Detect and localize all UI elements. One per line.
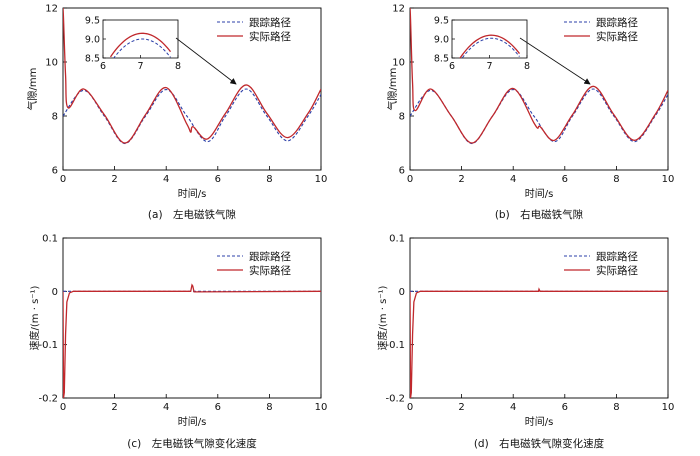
- inset-zoom: 6 7 8 8.5 9.0 9.5: [85, 16, 237, 85]
- x-tick-label: 10: [315, 174, 328, 185]
- panel-caption: (d) 右电磁铁气隙变化速度: [474, 437, 605, 450]
- y-tick-label: 10: [392, 58, 405, 69]
- y-tick-label: 8: [52, 112, 58, 123]
- chart-panel-b: 0 2 4 6 8 10 6 8 10 12 时间/s 气隙/mm (b) 右电磁铁气隙 跟踪路径实际路径…: [386, 4, 674, 222]
- inset-y-tick-label: 8.5: [434, 54, 449, 65]
- actual-path-line: [410, 8, 668, 144]
- x-tick-label: 2: [111, 402, 117, 413]
- x-tick-label: 6: [562, 174, 568, 185]
- tracking-path-line: [410, 88, 668, 145]
- x-tick-label: 6: [562, 402, 568, 413]
- y-tick-label: 0.1: [389, 234, 405, 245]
- y-tick-label: -0.2: [38, 394, 58, 405]
- y-tick-label: 6: [399, 166, 405, 177]
- inset-x-tick-label: 7: [137, 61, 143, 72]
- y-axis-label: 气隙/mm: [386, 68, 399, 111]
- inset-x-tick-label: 6: [449, 61, 455, 72]
- x-tick-label: 0: [60, 174, 66, 185]
- plot-frame: [409, 7, 669, 171]
- y-axis-label: 速度/(m · s⁻¹): [28, 285, 41, 350]
- y-tick-label: -0.1: [385, 340, 405, 351]
- x-tick-label: 8: [266, 402, 272, 413]
- legend-label-actual: 实际路径: [249, 264, 291, 277]
- x-tick-label: 6: [215, 402, 221, 413]
- y-tick-label: 6: [52, 166, 58, 177]
- y-tick-label: 12: [392, 4, 405, 15]
- x-tick-label: 8: [266, 174, 272, 185]
- legend-label-actual: 实际路径: [596, 30, 638, 43]
- panel-caption: (a) 左电磁铁气隙: [148, 208, 237, 221]
- inset-y-tick-label: 9.0: [434, 35, 449, 46]
- x-tick-label: 10: [315, 402, 328, 413]
- y-tick-label: 10: [45, 58, 58, 69]
- chart-panel-d: 0 2 4 6 8 10 -0.2 -0.1 0 0.1 时间/s 速度/(m · s⁻¹) (d) 右…: [376, 234, 674, 451]
- inset-x-tick-label: 8: [524, 61, 530, 72]
- x-tick-label: 8: [613, 402, 619, 413]
- zoom-arrow: [175, 37, 237, 85]
- inset-x-tick-label: 8: [175, 61, 181, 72]
- inset-y-tick-label: 8.5: [85, 54, 100, 65]
- y-axis-label: 速度/(m · s⁻¹): [376, 285, 389, 350]
- x-tick-label: 6: [215, 174, 221, 185]
- panel-caption: (b) 右电磁铁气隙: [495, 208, 584, 221]
- legend-label-tracking: 跟踪路径: [596, 16, 638, 29]
- y-tick-label: 0.1: [42, 234, 58, 245]
- y-tick-label: 0: [52, 287, 58, 298]
- x-axis-label: 时间/s: [178, 187, 207, 200]
- inset-y-tick-label: 9.5: [85, 16, 100, 27]
- inset-x-tick-label: 6: [100, 61, 106, 72]
- x-tick-label: 2: [458, 174, 464, 185]
- legend-label-actual: 实际路径: [249, 30, 291, 43]
- inset-y-tick-label: 9.5: [434, 16, 449, 27]
- x-axis-label: 时间/s: [178, 415, 207, 428]
- y-axis-label: 气隙/mm: [26, 68, 39, 111]
- x-axis-label: 时间/s: [525, 415, 554, 428]
- x-tick-label: 0: [407, 402, 413, 413]
- x-tick-label: 4: [163, 174, 169, 185]
- legend-label-tracking: 跟踪路径: [249, 16, 291, 29]
- x-tick-label: 4: [510, 174, 516, 185]
- x-tick-label: 2: [111, 174, 117, 185]
- x-tick-label: 10: [662, 402, 675, 413]
- inset-zoom: 6 7 8 8.5 9.0 9.5: [434, 16, 591, 85]
- legend-label-actual: 实际路径: [596, 264, 638, 277]
- legend-label-tracking: 跟踪路径: [249, 250, 291, 263]
- panel-caption: (c) 左电磁铁气隙变化速度: [127, 437, 257, 450]
- x-tick-label: 4: [510, 402, 516, 413]
- inset-actual-curve: [109, 32, 172, 58]
- x-tick-label: 0: [60, 402, 66, 413]
- inset-tracking-curve: [461, 37, 520, 58]
- inset-y-tick-label: 9.0: [85, 35, 100, 46]
- actual-path-line: [63, 8, 321, 144]
- chart-panel-a: 0 2 4 6 8 10 6 8 10 12 时间/s 气隙/mm (a) 左电磁铁气隙 跟踪路径实际路径…: [26, 4, 327, 222]
- chart-panel-c: 0 2 4 6 8 10 -0.2 -0.1 0 0.1 时间/s 速度/(m · s⁻¹) (c) 左…: [28, 234, 327, 451]
- y-tick-label: -0.1: [38, 340, 58, 351]
- x-tick-label: 2: [458, 402, 464, 413]
- inset-tracking-curve: [113, 38, 171, 58]
- y-tick-label: 12: [45, 4, 58, 15]
- y-tick-label: -0.2: [385, 394, 405, 405]
- inset-actual-curve: [459, 34, 521, 58]
- y-tick-label: 8: [399, 112, 405, 123]
- inset-x-tick-label: 7: [486, 61, 492, 72]
- x-tick-label: 10: [662, 174, 675, 185]
- legend-label-tracking: 跟踪路径: [596, 250, 638, 263]
- actual-path-line: [63, 283, 321, 398]
- x-tick-label: 0: [407, 174, 413, 185]
- actual-path-line: [410, 287, 668, 398]
- x-tick-label: 8: [613, 174, 619, 185]
- zoom-arrow: [519, 37, 591, 85]
- x-tick-label: 4: [163, 402, 169, 413]
- x-axis-label: 时间/s: [525, 187, 554, 200]
- y-tick-label: 0: [399, 287, 405, 298]
